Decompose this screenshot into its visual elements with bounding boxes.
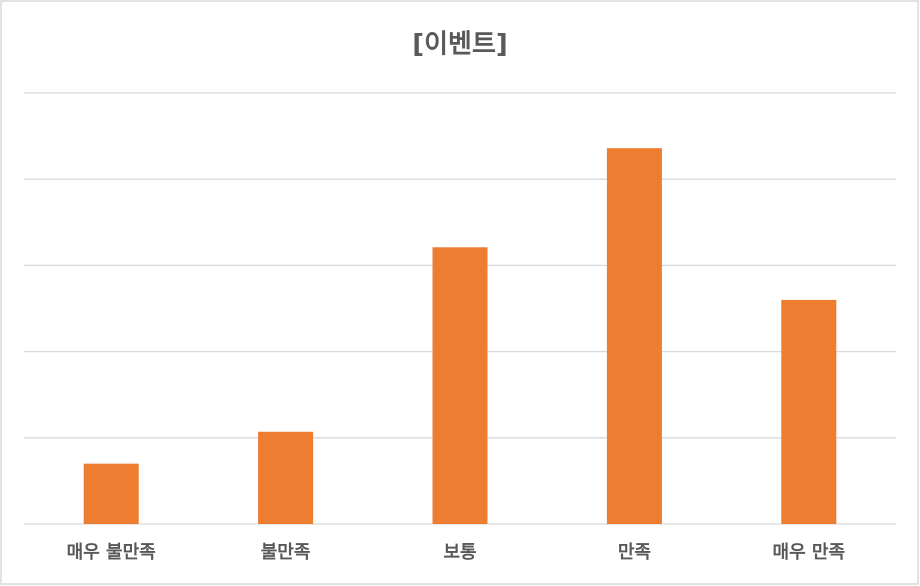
x-tick-label: 불만족 xyxy=(261,542,311,563)
bar xyxy=(781,299,837,524)
bar xyxy=(432,247,488,524)
bar xyxy=(606,148,662,524)
x-tick-label: 매우 불만족 xyxy=(67,542,156,563)
bar xyxy=(83,463,139,524)
x-tick-label: 보통 xyxy=(443,542,476,563)
x-tick-label: 만족 xyxy=(618,542,651,563)
chart-title: [이벤트] xyxy=(412,30,508,60)
bar xyxy=(258,431,314,524)
x-tick-label: 매우 만족 xyxy=(773,542,846,563)
